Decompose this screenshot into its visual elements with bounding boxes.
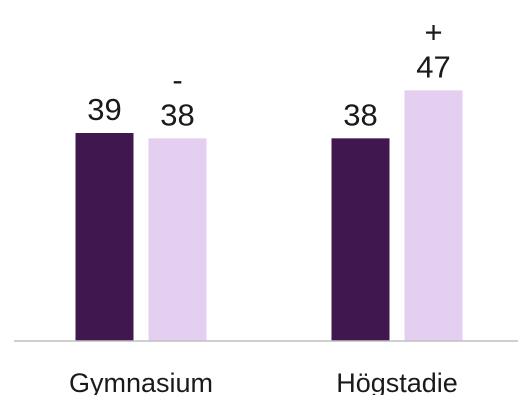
category-label: Högstadie bbox=[336, 368, 458, 395]
bars-layer bbox=[75, 90, 463, 341]
bar-högstadie-1 bbox=[404, 90, 463, 341]
data-label: 38 bbox=[343, 97, 377, 132]
bar-högstadie-0 bbox=[331, 138, 390, 341]
data-label: 39 bbox=[87, 92, 121, 127]
bar-gymnasium-1 bbox=[148, 138, 207, 341]
category-label: Gymnasium bbox=[69, 368, 213, 395]
bar-gymnasium-0 bbox=[75, 133, 134, 341]
significance-marker: + bbox=[424, 14, 442, 49]
significance-marker: - bbox=[172, 62, 182, 97]
data-label: 47 bbox=[416, 49, 450, 84]
data-label: 38 bbox=[160, 97, 194, 132]
